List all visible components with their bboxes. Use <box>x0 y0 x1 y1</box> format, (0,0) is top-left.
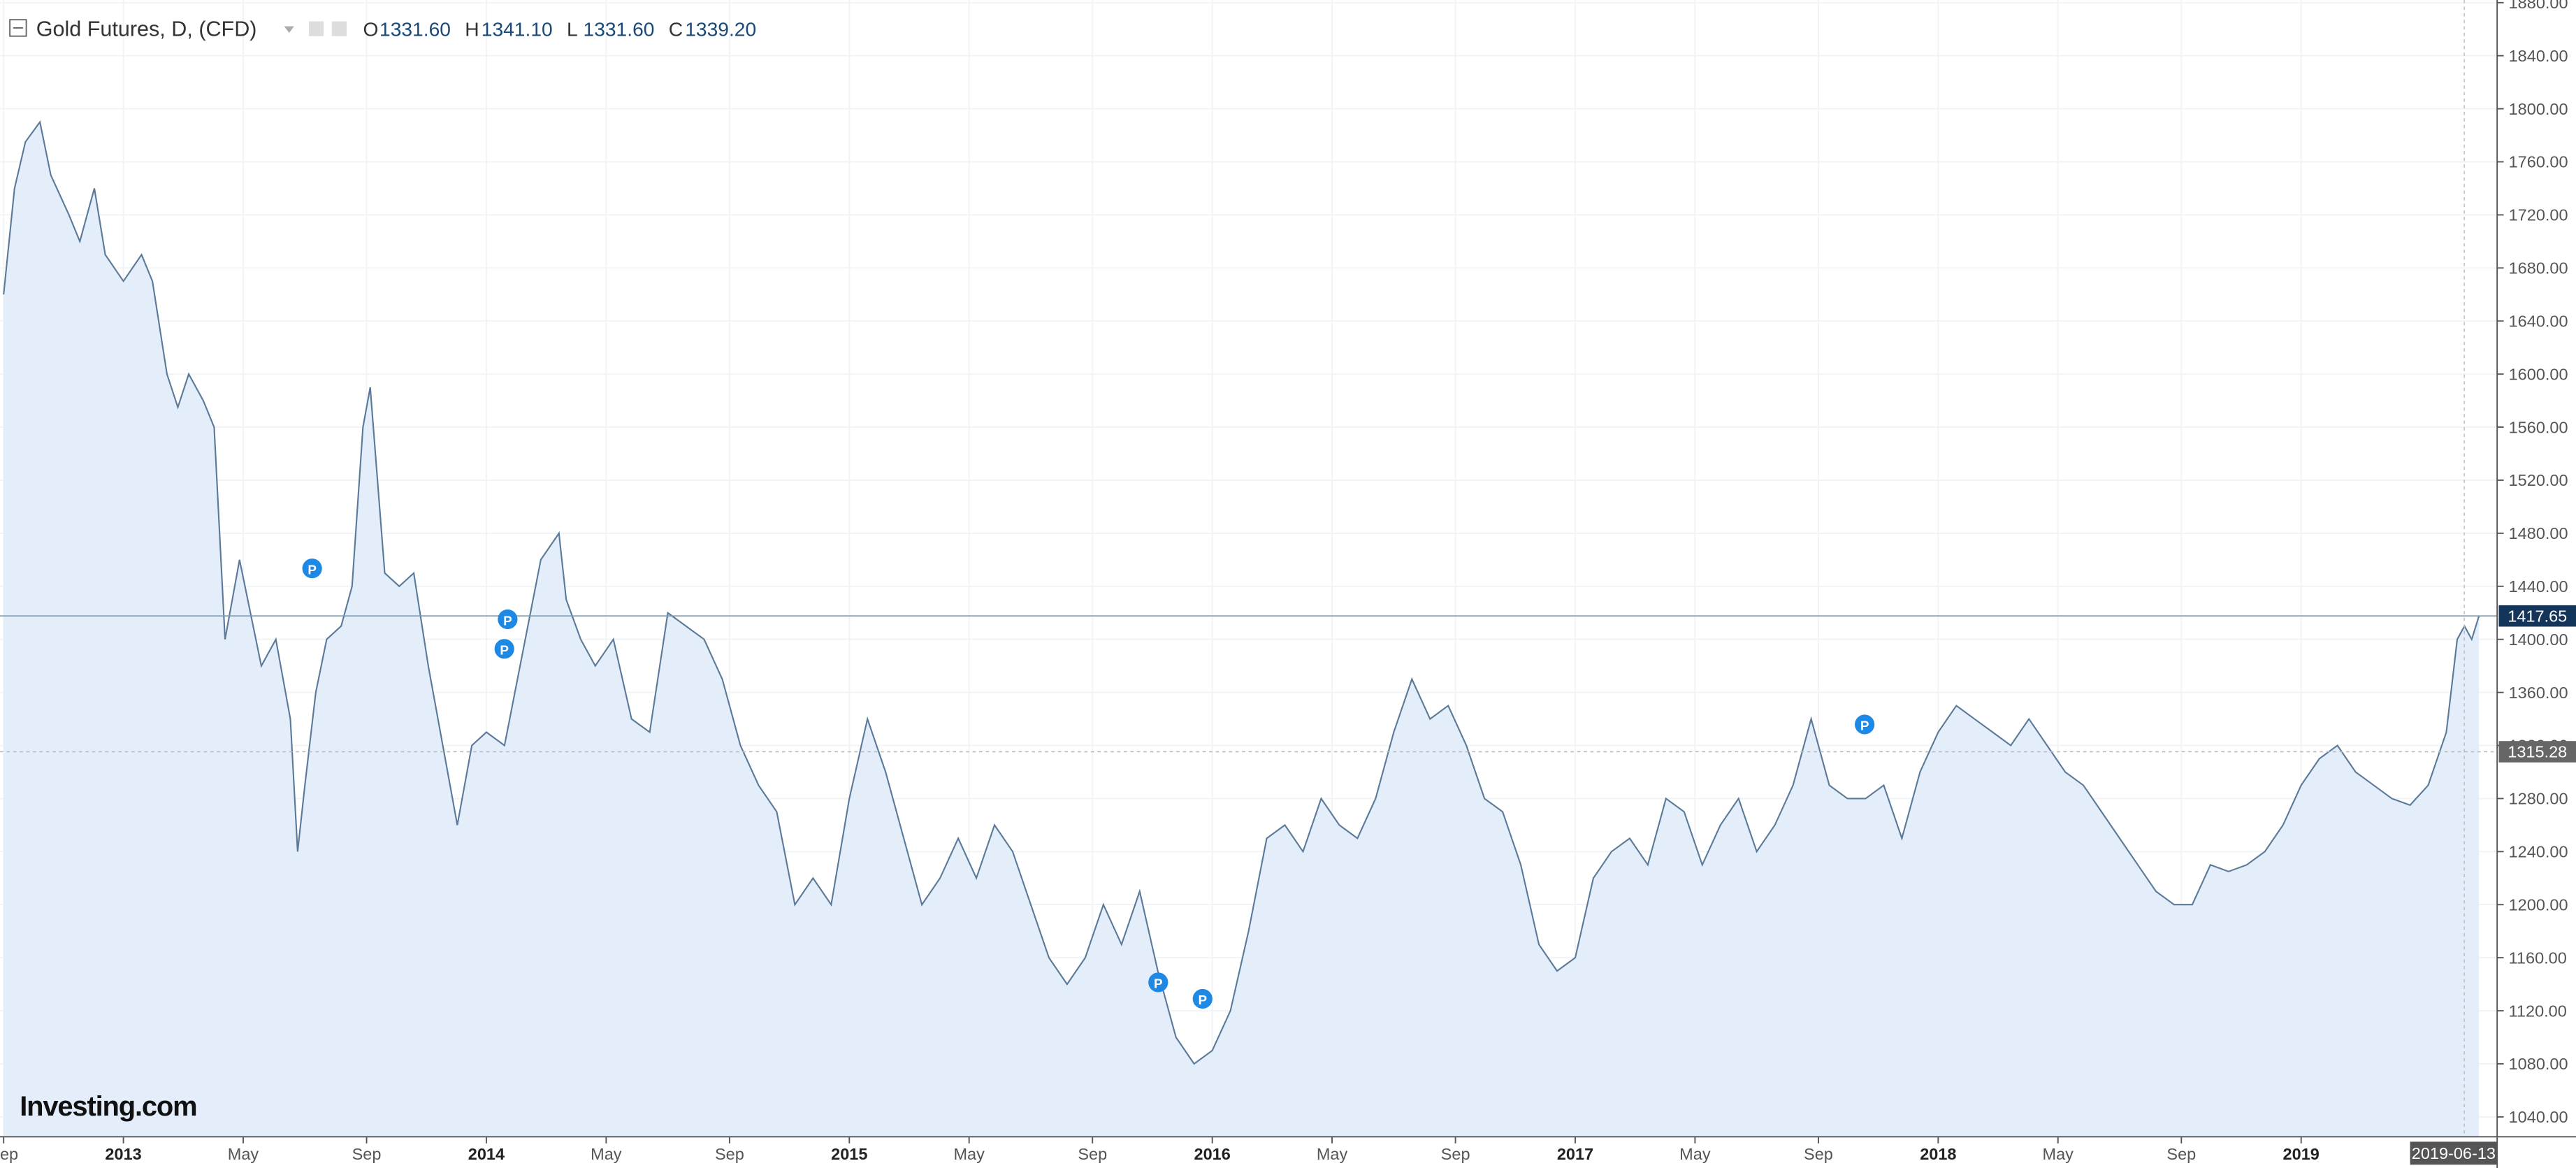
ohlc-value: 1331.60 <box>584 18 655 41</box>
y-tick-label: 1120.00 <box>2509 1002 2567 1020</box>
markers: P P P P P P <box>302 558 1875 1009</box>
marker[interactable]: P <box>498 609 518 630</box>
marker[interactable]: P <box>302 558 322 579</box>
chart-title: Gold Futures, D, (CFD) <box>36 17 257 41</box>
x-tick-label: Sep <box>352 1145 382 1163</box>
y-tick-label: 1240.00 <box>2509 843 2568 861</box>
y-tick-label: 1840.00 <box>2509 47 2568 65</box>
x-tick-label: May <box>1679 1145 1711 1163</box>
x-tick-label: Sep <box>715 1145 744 1163</box>
settings-icon[interactable] <box>308 21 324 36</box>
x-tick-label: 2017 <box>1557 1145 1593 1163</box>
dropdown-icon[interactable] <box>284 26 294 34</box>
ohlc-value: 1341.10 <box>482 18 553 41</box>
y-tick-label: 1360.00 <box>2509 684 2568 702</box>
collapse-button[interactable] <box>9 19 27 37</box>
ohlc-value: 1339.20 <box>685 18 756 41</box>
y-tick-label: 1080.00 <box>2509 1055 2568 1073</box>
x-tick-label: Sep <box>1441 1145 1470 1163</box>
y-tick-label: 1440.00 <box>2509 577 2568 596</box>
x-tick-label: May <box>953 1145 985 1163</box>
marker-label: P <box>1860 719 1869 733</box>
marker-label: P <box>1154 976 1163 991</box>
y-tick-label: 1400.00 <box>2509 630 2568 649</box>
x-tick-label: 2015 <box>831 1145 867 1163</box>
x-tick-label: Sep <box>1078 1145 1107 1163</box>
price-level-box <box>2498 741 2576 763</box>
crosshair-date-box <box>2410 1141 2498 1165</box>
marker-label: P <box>1198 993 1207 1007</box>
marker[interactable]: P <box>1855 714 1875 735</box>
y-tick-label: 1680.00 <box>2509 259 2568 277</box>
y-axis-panel <box>2497 0 2576 1168</box>
y-tick-label: 1640.00 <box>2509 312 2568 330</box>
marker[interactable]: P <box>1192 988 1213 1009</box>
y-tick-label: 1520.00 <box>2509 471 2568 489</box>
area-fill <box>3 122 2480 1137</box>
x-tick-label: 2013 <box>105 1145 141 1163</box>
ohlc-label: O <box>363 18 379 41</box>
price-level-label: 1417.65 <box>2508 607 2567 625</box>
price-line <box>3 120 2480 1065</box>
x-tick-label: Sep <box>0 1145 18 1163</box>
y-tick-label: 1600.00 <box>2509 365 2568 383</box>
x-tick-label: May <box>228 1145 259 1163</box>
marker-label: P <box>503 613 512 628</box>
marker[interactable]: P <box>494 639 514 659</box>
logo: Investing.com <box>20 1091 196 1122</box>
x-tick-label: 2016 <box>1194 1145 1231 1163</box>
x-tick-label: Sep <box>1804 1145 1833 1163</box>
y-tick-label: 1560.00 <box>2509 418 2568 436</box>
y-tick-label: 1200.00 <box>2509 895 2568 914</box>
x-tick-label: May <box>591 1145 622 1163</box>
ohlc: O 1331.60 H 1341.10 L 1331.60 C 1339.20 <box>363 18 757 41</box>
y-tick-label: 1280.00 <box>2509 790 2568 808</box>
y-tick-label: 1160.00 <box>2509 949 2567 967</box>
y-tick-label: 1480.00 <box>2509 524 2568 542</box>
ohlc-label: H <box>465 18 479 41</box>
x-tick-label: 2019 <box>2283 1145 2320 1163</box>
x-tick-label: May <box>2043 1145 2074 1163</box>
marker[interactable]: P <box>1148 972 1168 993</box>
y-tick-label: 1040.00 <box>2509 1108 2568 1126</box>
marker-label: P <box>307 562 317 577</box>
settings-icon[interactable] <box>331 21 347 36</box>
crosshair-date: 2019-06-13 <box>2412 1144 2496 1162</box>
price-level-label: 1315.28 <box>2508 743 2567 761</box>
x-tick-label: Sep <box>2166 1145 2196 1163</box>
ohlc-value: 1331.60 <box>379 18 451 41</box>
ohlc-label: L <box>567 18 578 41</box>
y-tick-label: 1880.00 <box>2509 0 2568 12</box>
y-tick-label: 1720.00 <box>2509 206 2568 224</box>
y-tick-label: 1760.00 <box>2509 153 2568 171</box>
ohlc-label: C <box>669 18 683 41</box>
x-tick-label: 2014 <box>468 1145 505 1163</box>
plot <box>0 120 2498 1137</box>
y-tick-label: 1800.00 <box>2509 100 2568 118</box>
marker-label: P <box>500 643 509 658</box>
x-tick-label: 2018 <box>1920 1145 1956 1163</box>
price-level-box <box>2498 605 2576 627</box>
x-tick-label: May <box>1317 1145 1348 1163</box>
